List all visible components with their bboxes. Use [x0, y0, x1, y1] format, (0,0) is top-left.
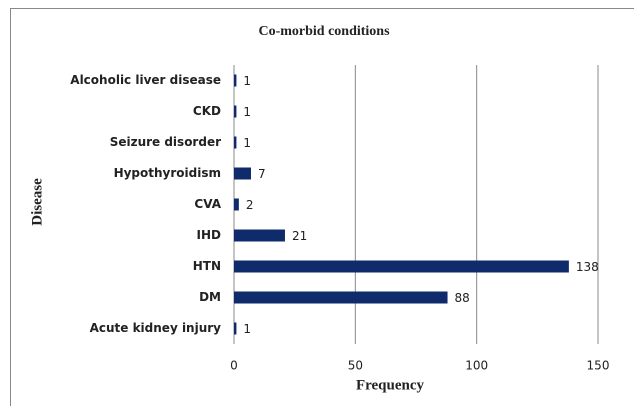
y-tick-label: CVA: [194, 197, 221, 211]
y-axis-label: Disease: [29, 178, 45, 226]
x-tick-label: 150: [587, 359, 610, 373]
y-tick-label: Seizure disorder: [110, 135, 221, 149]
bar: [234, 167, 251, 180]
x-axis-label: Frequency: [356, 377, 425, 393]
value-label: 138: [576, 260, 599, 274]
bar: [234, 74, 237, 87]
x-tick-label: 50: [348, 359, 363, 373]
value-label: 2: [246, 198, 254, 212]
bar: [234, 291, 448, 304]
chart-title: Co-morbid conditions: [258, 24, 390, 39]
value-label: 1: [243, 136, 251, 150]
y-tick-label: DM: [199, 290, 221, 304]
bar: [234, 105, 237, 118]
value-label: 1: [243, 322, 251, 336]
bar: [234, 322, 237, 335]
y-tick-label: Hypothyroidism: [114, 166, 221, 180]
x-tick-label: 100: [465, 359, 488, 373]
value-label: 7: [258, 167, 266, 181]
bar: [234, 198, 239, 211]
value-label: 88: [455, 291, 470, 305]
bar: [234, 260, 569, 273]
value-label: 21: [292, 229, 307, 243]
value-label: 1: [243, 74, 251, 88]
value-label: 1: [243, 105, 251, 119]
bar: [234, 229, 285, 242]
y-tick-label: IHD: [197, 228, 222, 242]
y-tick-label: Acute kidney injury: [90, 321, 222, 335]
y-tick-label: Alcoholic liver disease: [70, 73, 221, 87]
bar: [234, 136, 237, 149]
chart-frame: [10, 8, 634, 406]
x-tick-label: 0: [230, 359, 238, 373]
y-tick-label: HTN: [193, 259, 221, 273]
y-tick-label: CKD: [193, 104, 221, 118]
